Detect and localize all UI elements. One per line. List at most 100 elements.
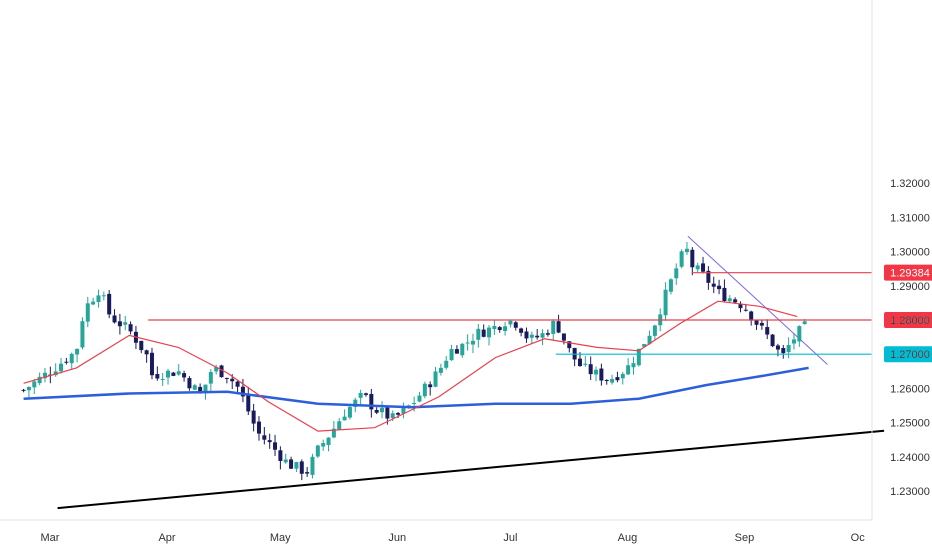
candle-body [117, 321, 122, 327]
price-label-text: 1.29384 [890, 268, 930, 280]
candle-body [481, 329, 486, 337]
candle-body [647, 335, 652, 344]
candle-body [775, 345, 780, 350]
price-tick-label: 1.25000 [890, 418, 930, 430]
candle-body [139, 340, 144, 351]
candle-body [412, 403, 417, 405]
candle-body [69, 353, 74, 364]
candle-body [37, 376, 42, 384]
candle-body [615, 377, 620, 381]
candle-body [733, 299, 738, 303]
candle-body [358, 392, 363, 398]
candle-body [160, 379, 165, 381]
candle-body [642, 344, 647, 347]
candle-body [738, 303, 743, 309]
time-tick-label: Mar [41, 532, 60, 544]
candle-body [513, 322, 518, 328]
candle-body [588, 364, 593, 375]
moving-averages-layer [23, 300, 809, 432]
candle-body [235, 381, 240, 387]
candle-body [743, 309, 748, 311]
candle-body [278, 450, 283, 461]
horizontal-lines-layer: 1.29384 1.28000 1.27000 [148, 264, 932, 363]
price-tick-label: 1.32000 [890, 178, 930, 190]
candle-body [663, 289, 668, 316]
candle-body [26, 386, 31, 391]
candle-body [727, 298, 732, 302]
candle-body [85, 303, 90, 322]
candle-body [246, 394, 251, 412]
candle-body [101, 295, 106, 297]
candle-body [620, 373, 625, 379]
candle-body [380, 407, 385, 413]
candle-body [497, 327, 502, 331]
candle-body [107, 293, 112, 315]
candle-body [396, 412, 401, 415]
candle-body [722, 287, 727, 302]
price-label-text: 1.28000 [890, 315, 930, 327]
candle-body [503, 326, 508, 332]
candle-body [695, 265, 700, 270]
candle-body [465, 342, 470, 344]
candle-body [91, 301, 96, 305]
candle-body [577, 358, 582, 367]
candle-body [53, 371, 58, 376]
candle-body [326, 437, 331, 445]
candle-body [42, 372, 47, 379]
candle-body [781, 348, 786, 354]
candle-body [636, 348, 641, 366]
price-tick-label: 1.26000 [890, 383, 930, 395]
candle-body [754, 320, 759, 325]
candle-body [331, 428, 336, 438]
candle-body [112, 315, 117, 323]
candle-body [401, 407, 406, 414]
candle-body [604, 380, 609, 382]
candle-body [759, 322, 764, 326]
candle-body [305, 472, 310, 474]
time-tick-label: Oc [851, 532, 866, 544]
candle-body [561, 333, 566, 341]
candle-body [524, 331, 529, 339]
candle-body [765, 327, 770, 335]
ascending-trendline [57, 429, 885, 510]
candle-body [460, 343, 465, 356]
candle-body [96, 295, 101, 303]
candle-body [192, 385, 197, 390]
candle-body [802, 321, 807, 325]
candle-body [797, 326, 802, 342]
candle-body [208, 371, 213, 384]
candle-body [717, 285, 722, 290]
candle-body [631, 363, 636, 368]
candle-body [32, 381, 37, 388]
candle-body [347, 406, 352, 418]
candle-body [529, 334, 534, 338]
candle-body [80, 321, 85, 348]
candle-body [583, 363, 588, 365]
candle-body [711, 283, 716, 287]
candle-body [422, 383, 427, 397]
price-tick-label: 1.24000 [890, 452, 930, 464]
trendline-layer [57, 235, 885, 510]
time-tick-label: Apr [158, 532, 175, 544]
candle-body [203, 384, 208, 394]
candle-body [567, 341, 572, 349]
candle-body [230, 378, 235, 382]
candle-body [176, 371, 181, 375]
candle-body [128, 324, 133, 332]
candle-body [706, 270, 711, 283]
candle-body [187, 378, 192, 389]
slow-moving-average-line [23, 366, 809, 409]
candle-body [64, 361, 69, 363]
price-label-badge [884, 312, 932, 328]
candle-body [684, 248, 689, 253]
candle-body [417, 395, 422, 402]
candle-body [267, 440, 272, 443]
candle-body [551, 321, 556, 334]
candle-body [251, 410, 256, 424]
candle-body [369, 393, 374, 410]
candle-body [144, 350, 149, 355]
candle-body [519, 328, 524, 333]
candle-body [123, 322, 128, 325]
price-tick-label: 1.23000 [890, 486, 930, 498]
candle-body [487, 327, 492, 338]
